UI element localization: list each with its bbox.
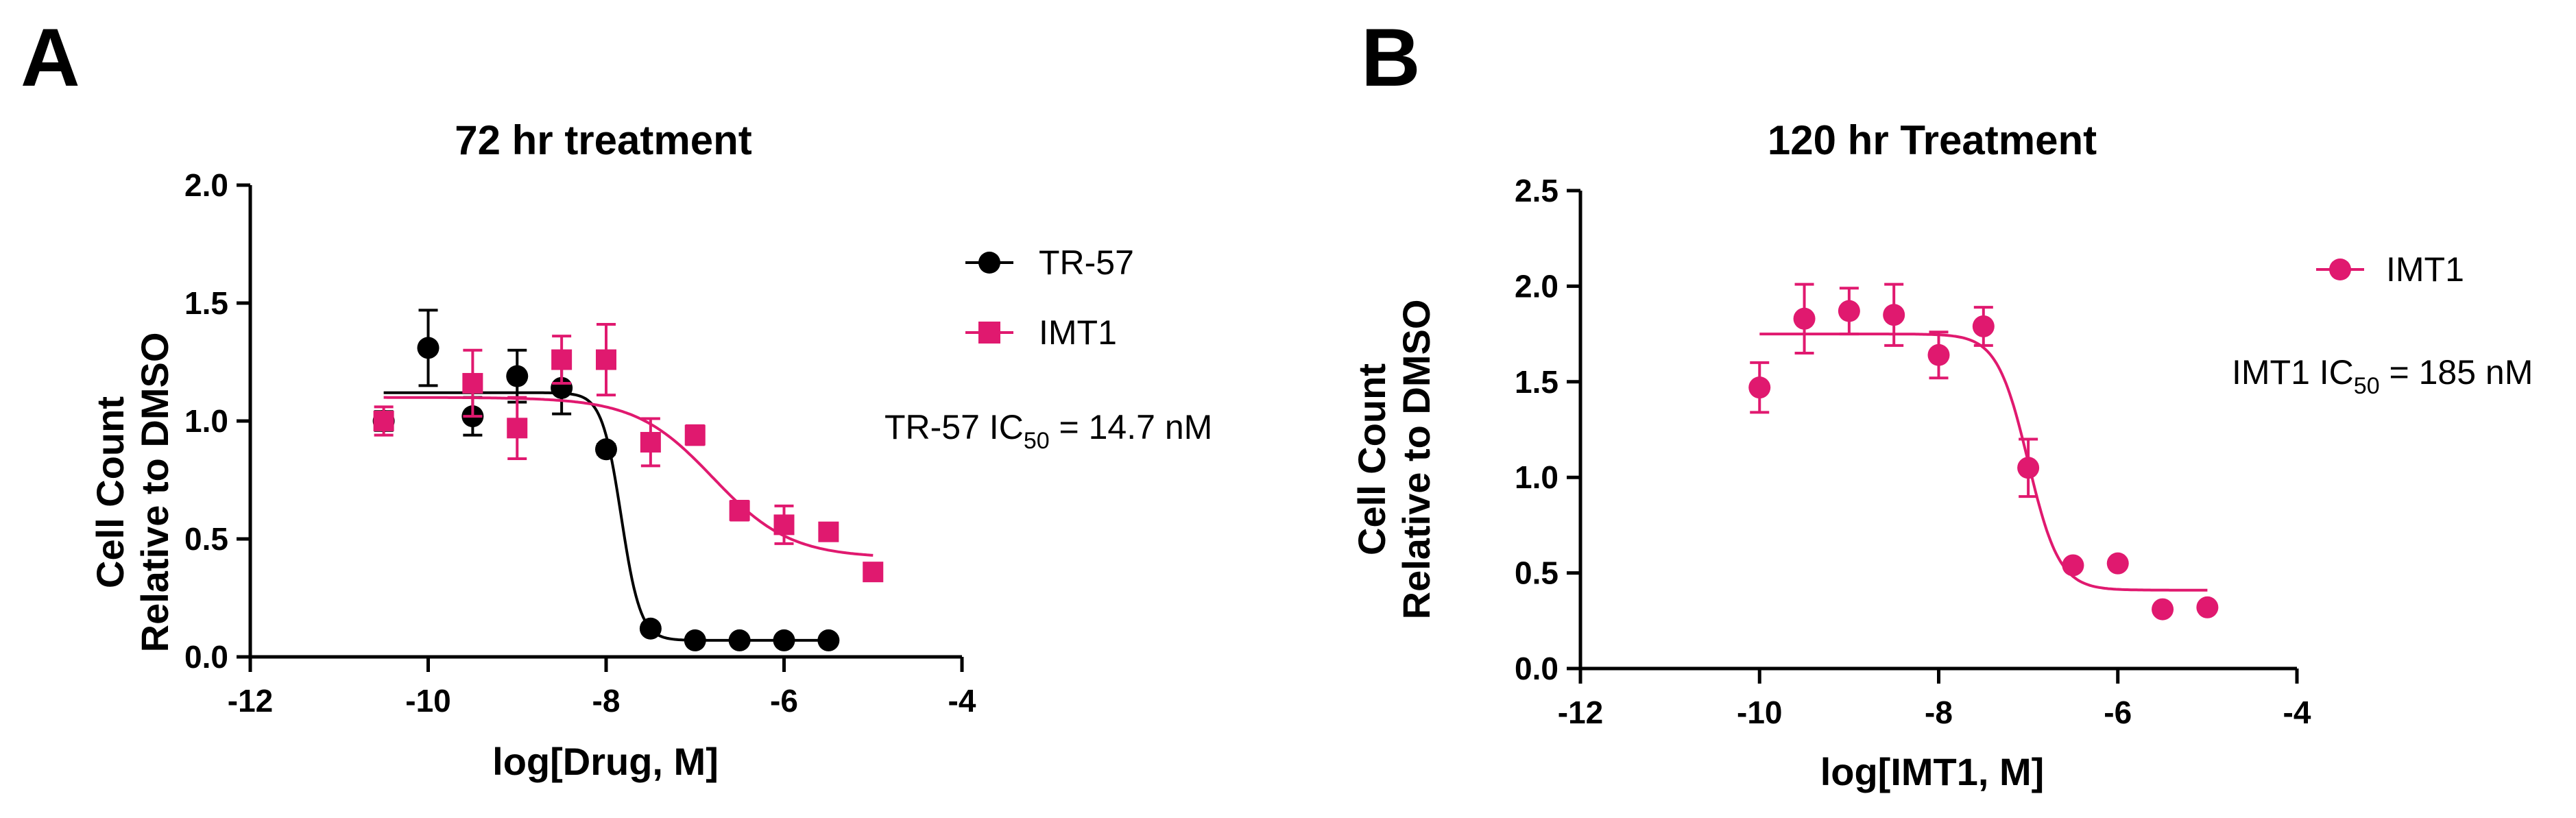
- legend-imt1-marker: [978, 322, 1000, 344]
- data-point: [2196, 596, 2219, 618]
- panel-a-title: 72 hr treatment: [455, 117, 751, 163]
- data-point: [2062, 554, 2084, 577]
- ic50-subscript: 50: [2354, 373, 2380, 399]
- data-point: [640, 431, 661, 453]
- panel-b-ylabel-line2: Relative to DMSO: [1395, 300, 1438, 620]
- y-tick-label: 1.0: [184, 403, 228, 439]
- y-tick-label: 2.0: [1515, 268, 1558, 304]
- x-tick-label: -12: [1558, 695, 1603, 730]
- data-point: [1883, 304, 1905, 326]
- data-point: [684, 424, 706, 446]
- panel-b-plot: 0.0 0.5 1.0 1.5 2.0 2.5 -12 -10 -8 -6 -4: [1515, 173, 2311, 730]
- data-point: [596, 349, 616, 370]
- ic50-prefix: IMT1 IC: [2232, 353, 2354, 392]
- legend-imt1-label: IMT1: [2386, 250, 2464, 289]
- panel-a-letter: A: [21, 12, 80, 104]
- y-tick-label: 1.5: [1515, 364, 1558, 400]
- fit-curve: [383, 391, 829, 642]
- fit-curve: [383, 396, 874, 557]
- legend-tr57-label: TR-57: [1039, 243, 1134, 282]
- data-point: [2106, 552, 2129, 575]
- data-point: [729, 500, 750, 521]
- y-tick-label: 1.0: [1515, 459, 1558, 495]
- data-point: [639, 617, 662, 640]
- ic50-prefix: TR-57 IC: [884, 408, 1024, 446]
- y-tick-label: 0.0: [184, 639, 228, 675]
- x-tick-label: -10: [1737, 695, 1782, 730]
- panel-b-xlabel: log[IMT1, M]: [1820, 750, 2045, 793]
- x-tick-label: -4: [2283, 695, 2311, 730]
- y-tick-label: 1.5: [184, 285, 228, 321]
- panel-b-legend: IMT1: [2316, 250, 2464, 289]
- data-point: [2017, 457, 2040, 479]
- panel-b: B 120 hr Treatment Cell Count Relative t…: [1350, 12, 2533, 793]
- data-point: [1748, 376, 1771, 399]
- y-tick-label: 2.5: [1515, 173, 1558, 208]
- data-point: [817, 629, 840, 651]
- legend-imt1-label: IMT1: [1039, 313, 1117, 352]
- data-point: [507, 418, 528, 439]
- y-tick-label: 0.0: [1515, 651, 1558, 686]
- x-tick-label: -12: [228, 683, 273, 719]
- ic50-suffix: = 185 nM: [2380, 353, 2533, 392]
- data-point: [373, 411, 394, 431]
- panel-a-ylabel-line1: Cell Count: [88, 396, 132, 588]
- x-tick-label: -10: [405, 683, 450, 719]
- data-point: [1793, 307, 1816, 330]
- legend-imt1-marker: [2329, 258, 2351, 280]
- data-point: [863, 562, 884, 583]
- x-tick-label: -4: [948, 683, 976, 719]
- data-point: [818, 521, 839, 542]
- panel-a-ylabel-line2: Relative to DMSO: [133, 333, 176, 653]
- data-point: [506, 365, 529, 387]
- data-point: [684, 629, 706, 651]
- x-tick-label: -8: [592, 683, 621, 719]
- ic50-suffix: = 14.7 nM: [1050, 408, 1213, 446]
- panel-a-plot: 0.0 0.5 1.0 1.5 2.0 -12 -10 -8 -6 -4: [184, 167, 976, 719]
- panel-a-ic50-annotation: TR-57 IC50 = 14.7 nM: [884, 408, 1212, 454]
- data-point: [595, 438, 617, 461]
- data-point: [1927, 344, 1950, 366]
- data-point: [2152, 598, 2174, 621]
- data-point: [551, 349, 573, 370]
- ic50-subscript: 50: [1024, 428, 1050, 454]
- y-tick-label: 0.5: [184, 521, 228, 557]
- panel-b-title: 120 hr Treatment: [1768, 117, 2097, 163]
- panel-b-letter: B: [1361, 12, 1421, 104]
- legend-tr57-marker: [978, 252, 1000, 274]
- fit-curve: [1759, 333, 2208, 592]
- y-tick-label: 2.0: [184, 167, 228, 203]
- panel-a-xlabel: log[Drug, M]: [492, 740, 719, 783]
- x-tick-label: -6: [2104, 695, 2132, 730]
- data-point: [728, 629, 751, 651]
- y-tick-label: 0.5: [1515, 555, 1558, 591]
- data-point: [1972, 315, 1995, 337]
- data-point: [773, 629, 795, 651]
- x-tick-label: -6: [770, 683, 798, 719]
- panel-a-legend: TR-57 IMT1: [965, 243, 1134, 352]
- panel-b-ic50-annotation: IMT1 IC50 = 185 nM: [2232, 353, 2533, 399]
- data-point: [1838, 300, 1860, 322]
- data-point: [417, 337, 440, 359]
- data-point: [773, 514, 795, 536]
- panel-a: A 72 hr treatment Cell Count Relative to…: [21, 12, 1212, 783]
- data-point: [462, 372, 483, 394]
- panel-b-ylabel-line1: Cell Count: [1350, 363, 1393, 555]
- x-tick-label: -8: [1925, 695, 1953, 730]
